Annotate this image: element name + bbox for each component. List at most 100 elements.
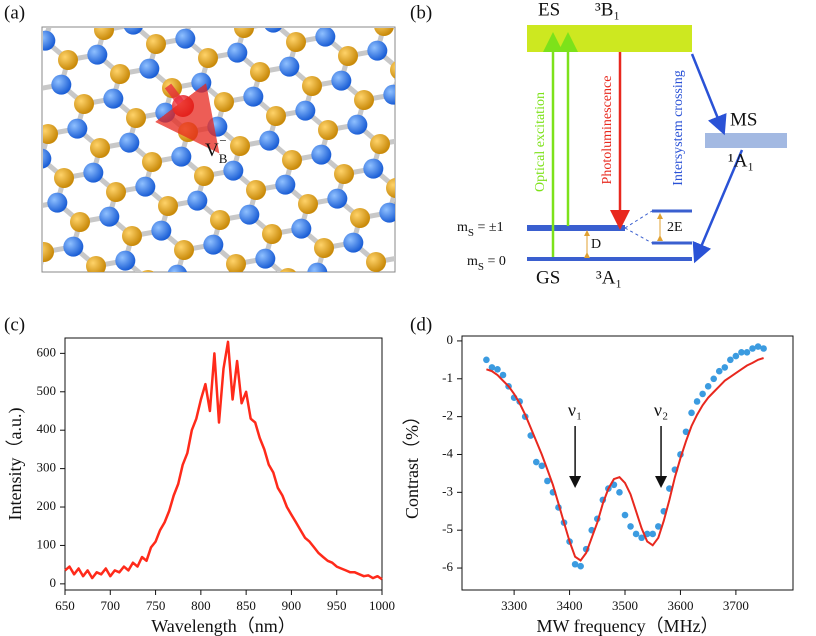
m: m [467, 254, 478, 269]
atom [43, 148, 52, 169]
atom [54, 168, 74, 188]
atom [683, 7, 703, 27]
atom [43, 30, 56, 51]
atom [190, 284, 210, 304]
atom [363, 158, 384, 179]
panel-label: (a) [4, 2, 25, 23]
atom [0, 110, 6, 130]
data-point [699, 390, 706, 398]
bond [192, 9, 221, 14]
m-sub: S [468, 227, 474, 239]
ms-level [705, 133, 787, 148]
atom [487, 113, 507, 133]
atom [119, 132, 140, 153]
atom [415, 173, 435, 193]
m-rest: = 0 [484, 254, 506, 269]
isc-arrow [692, 149, 744, 264]
atom [214, 92, 234, 112]
atom [174, 240, 194, 260]
data-point [649, 530, 657, 538]
atom [491, 0, 511, 15]
gs-term: ³A₁ [596, 267, 622, 288]
atom [71, 1, 91, 21]
atom [322, 2, 342, 22]
bond [133, 0, 140, 25]
x-tick-label: 950 [327, 598, 347, 613]
bond [540, 63, 569, 68]
atom [359, 277, 379, 297]
atom [171, 146, 192, 167]
data-point [632, 530, 640, 538]
bond [384, 28, 387, 29]
bond [501, 0, 508, 5]
atom [11, 223, 31, 243]
atom [123, 28, 143, 35]
x-tick-label: 3700 [723, 598, 749, 613]
atom [146, 34, 166, 54]
atom [442, 74, 462, 94]
atom [402, 222, 422, 242]
atom [631, 0, 651, 13]
atom [323, 307, 343, 327]
atom [159, 0, 179, 5]
bond [413, 21, 436, 40]
atom [0, 17, 3, 37]
atom [99, 206, 120, 227]
atom [6, 36, 26, 56]
bond [169, 0, 192, 14]
bond [477, 172, 484, 197]
bond [664, 17, 693, 22]
atom [275, 174, 296, 195]
bond [221, 0, 228, 9]
bond [513, 142, 520, 167]
bond [497, 98, 504, 123]
atom [343, 232, 364, 253]
atom [334, 164, 354, 184]
bond [21, 208, 28, 233]
atom [250, 62, 270, 82]
bond [585, 82, 592, 107]
atom [395, 247, 415, 267]
y-tick-label: 400 [37, 421, 57, 436]
atom [270, 0, 290, 8]
atom [74, 94, 94, 114]
isc-arrow [690, 53, 727, 136]
x-tick-label: 700 [101, 598, 121, 613]
bond [9, 71, 32, 90]
atom [280, 268, 296, 272]
atom [246, 180, 266, 200]
x-axis-title: MW frequency（MHz） [536, 616, 718, 636]
atom [167, 264, 187, 272]
atom [399, 129, 419, 149]
bond [425, 183, 448, 202]
atom [455, 25, 475, 45]
atom [142, 152, 162, 172]
excitation-label: Optical excitation [533, 92, 548, 192]
atom [211, 0, 231, 19]
atom [271, 293, 291, 313]
atom [315, 28, 336, 47]
data-point [693, 398, 701, 405]
v: V [205, 140, 219, 161]
atom [15, 105, 35, 125]
vacancy-label: VB − [205, 133, 228, 166]
atom [386, 178, 395, 198]
bond [0, 71, 9, 76]
atom [182, 4, 202, 24]
bond [240, 28, 244, 30]
atom [354, 90, 374, 110]
atom [330, 282, 350, 302]
y-axis-title: Intensity（a.u.) [5, 408, 26, 521]
x-tick-label: 3600 [667, 598, 693, 613]
atom [435, 99, 455, 119]
data-point [577, 562, 584, 570]
bond [0, 115, 25, 120]
atom [226, 254, 246, 272]
atom [103, 88, 124, 109]
atom [219, 279, 239, 299]
y-tick-label: -5 [442, 521, 453, 536]
2e-label: 2E [667, 220, 683, 235]
atom [126, 108, 146, 128]
bond [517, 24, 524, 49]
